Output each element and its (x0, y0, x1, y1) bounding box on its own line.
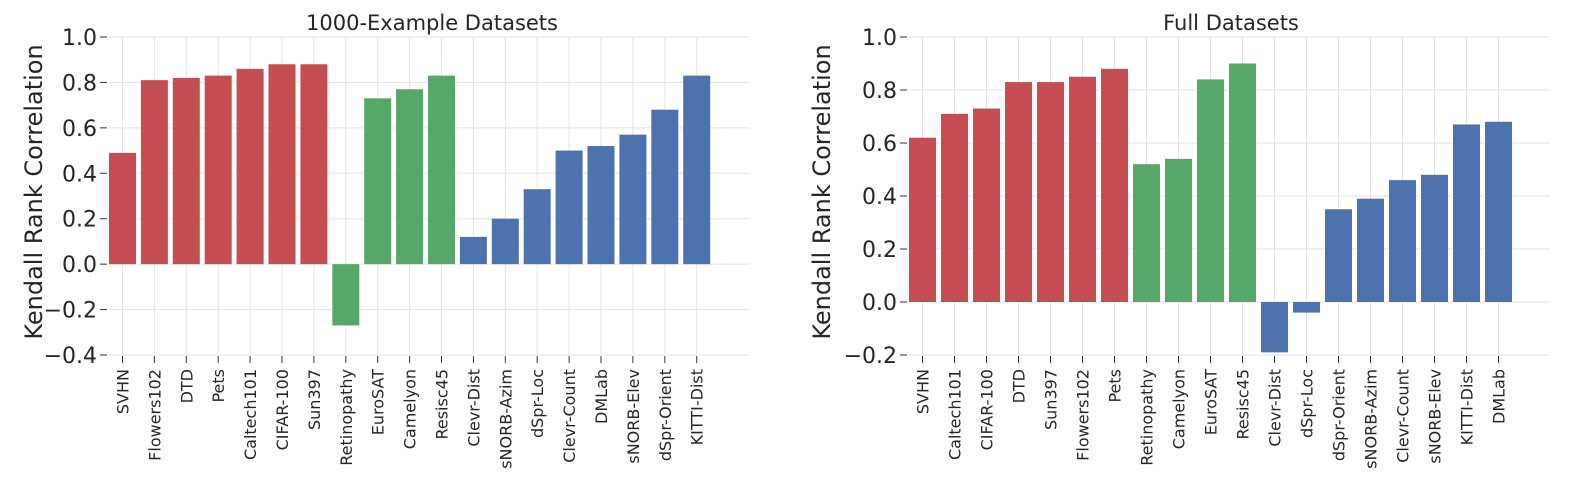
x-tick-label: Sun397 (305, 369, 324, 430)
y-tick-label: 0.2 (62, 208, 97, 233)
x-tick-label: Retinopathy (337, 369, 356, 466)
bar-pets (204, 75, 232, 265)
y-tick-label: 1.0 (862, 26, 897, 51)
x-tick-label: sNORB-Azim (1362, 369, 1381, 469)
y-axis-label: Kendall Rank Correlation (20, 44, 48, 339)
y-tick-label: 0.6 (862, 132, 897, 157)
y-axis-label: Kendall Rank Correlation (808, 44, 836, 339)
bar-kitti-dist (683, 75, 711, 265)
chart-1000-example-datasets: 1000-Example Datasets Kendall Rank Corre… (20, 11, 750, 469)
x-tick-label: Clevr-Dist (1266, 369, 1285, 447)
bar-caltech101 (941, 113, 968, 302)
bar-cifar-100 (973, 108, 1000, 302)
bar-sun397 (1037, 82, 1064, 302)
x-tick-label: Flowers102 (145, 369, 164, 461)
x-tick-label: Clevr-Dist (464, 369, 483, 447)
bar-resisc45 (428, 75, 455, 265)
bar-eurosat (364, 98, 392, 265)
bar-caltech101 (236, 68, 264, 265)
bar-svhn (909, 137, 936, 302)
bar-clevr-dist (1261, 302, 1288, 353)
bar-eurosat (1197, 79, 1224, 303)
y-tick-label: −0.2 (44, 299, 97, 324)
bar-retinopathy (332, 264, 360, 326)
bar-kitti-dist (1453, 124, 1480, 302)
y-tick-label: 0.0 (62, 253, 97, 278)
x-tick-label: Retinopathy (1138, 369, 1157, 466)
bar-clevr-dist (459, 236, 487, 265)
x-tick-label: Camelyon (1170, 369, 1189, 449)
bar-flowers102 (140, 80, 168, 265)
y-tick-label: 0.4 (62, 162, 97, 187)
x-tick-label: Camelyon (401, 369, 420, 449)
y-tick-label: −0.4 (44, 344, 97, 369)
x-tick-label: dSpr-Loc (528, 369, 547, 438)
x-tick-label: dSpr-Orient (1330, 369, 1349, 461)
bar-snorb-azim (491, 218, 519, 265)
x-tick-label: sNORB-Elev (624, 369, 643, 464)
x-tick-label: Flowers102 (1074, 369, 1093, 461)
bar-svhn (109, 152, 136, 265)
x-tick-label: Caltech101 (241, 369, 260, 460)
bar-retinopathy (1133, 164, 1160, 302)
chart-title: Full Datasets (1163, 11, 1299, 35)
x-tick-label: sNORB-Elev (1426, 369, 1445, 464)
y-tick-label: 0.4 (862, 185, 897, 210)
chart-title: 1000-Example Datasets (306, 11, 558, 35)
x-tick-label: CIFAR-100 (978, 369, 997, 450)
bar-camelyon (396, 89, 424, 265)
x-tick-label: Clevr-Count (1394, 369, 1413, 463)
x-tick-label: EuroSAT (1202, 369, 1221, 435)
y-tick-label: 0.2 (862, 238, 897, 263)
bar-clevr-count (1389, 180, 1416, 302)
y-tick-label: 0.8 (62, 71, 97, 96)
bar-snorb-azim (1357, 198, 1384, 302)
bar-sun397 (300, 64, 328, 265)
x-tick-label: DMLab (592, 369, 611, 424)
chart-full-datasets: Full Datasets Kendall Rank Correlation −… (808, 11, 1550, 469)
x-tick-label: Caltech101 (946, 369, 965, 460)
x-tick-label: sNORB-Azim (496, 369, 515, 469)
bar-snorb-elev (619, 134, 647, 265)
bar-dtd (172, 77, 200, 265)
x-tick-label: KITTI-Dist (1458, 369, 1477, 445)
x-tick-label: Pets (1106, 369, 1125, 403)
bar-flowers102 (1069, 76, 1096, 302)
bar-dmlab (1485, 121, 1512, 302)
bar-dspr-orient (1325, 209, 1352, 302)
x-tick-label: KITTI-Dist (688, 369, 707, 445)
x-tick-label: DTD (177, 369, 196, 403)
x-tick-label: DMLab (1490, 369, 1509, 424)
x-tick-label: CIFAR-100 (273, 369, 292, 450)
y-tick-label: 1.0 (62, 26, 97, 51)
bar-dspr-orient (651, 109, 679, 265)
bar-clevr-count (555, 150, 583, 265)
bar-pets (1101, 68, 1128, 302)
y-tick-label: 0.0 (862, 291, 897, 316)
bar-cifar-100 (268, 64, 296, 265)
x-tick-label: Clevr-Count (560, 369, 579, 463)
x-tick-label: SVHN (914, 369, 933, 414)
x-tick-label: Sun397 (1042, 369, 1061, 430)
bar-dmlab (587, 146, 615, 265)
x-tick-label: Resisc45 (1234, 369, 1253, 440)
bar-dspr-loc (523, 189, 551, 265)
bar-camelyon (1165, 158, 1192, 302)
bar-dspr-loc (1293, 302, 1320, 313)
x-tick-label: EuroSAT (369, 369, 388, 435)
bar-dtd (1005, 82, 1032, 302)
x-tick-label: SVHN (114, 369, 133, 414)
x-tick-label: dSpr-Loc (1298, 369, 1317, 438)
y-tick-label: 0.8 (862, 79, 897, 104)
x-tick-label: DTD (1010, 369, 1029, 403)
bar-resisc45 (1229, 63, 1256, 302)
y-tick-label: −0.2 (844, 344, 897, 369)
x-tick-label: dSpr-Orient (656, 369, 675, 461)
bar-snorb-elev (1421, 174, 1448, 302)
x-tick-label: Pets (209, 369, 228, 403)
x-tick-label: Resisc45 (433, 369, 452, 440)
y-tick-label: 0.6 (62, 117, 97, 142)
